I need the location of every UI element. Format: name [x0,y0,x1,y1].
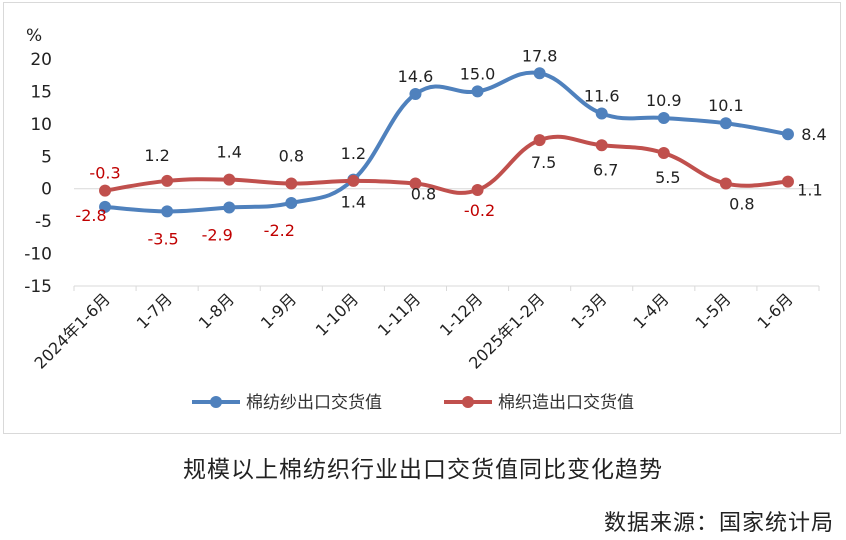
data-point-series-1 [595,107,608,120]
data-label-series-2: 5.5 [655,168,680,187]
data-label-series-2: 0.8 [279,147,304,166]
data-point-series-2 [719,177,732,190]
legend-label-series-2: 棉织造出口交货值 [498,393,634,413]
line-chart: % 20 15 10 5 0 -5 -10 -15 2024年1-6月 1-7月 1-8月 1-9月… [24,26,826,413]
data-point-series-1 [285,196,298,209]
data-label-series-2: 0.8 [411,185,436,204]
y-tick-label: 10 [30,115,52,135]
data-source-note: 数据来源：国家统计局 [603,511,834,536]
data-point-series-1 [719,117,732,130]
x-tick-label: 1-10月 [312,289,362,339]
legend-marker-series-2 [462,396,474,408]
x-tick-label: 1-5月 [691,289,734,332]
y-tick-label: 0 [41,180,52,200]
y-tick-label: -15 [24,277,52,297]
x-tick-label: 1-8月 [195,289,238,332]
data-label-series-1: -3.5 [148,229,179,248]
data-label-series-2: 1.2 [341,144,366,163]
series-layer [99,67,794,218]
y-tick-label: -5 [35,212,52,232]
data-label-series-1: 10.1 [708,96,744,115]
data-label-series-2: 1.2 [144,146,169,165]
data-point-series-2 [285,177,298,190]
data-label-series-1: -2.9 [202,226,233,245]
chart-caption: 规模以上棉纺织行业出口交货值同比变化趋势 [183,457,663,483]
x-tick-label: 1-7月 [133,289,176,332]
data-point-series-2 [223,173,236,186]
data-labels: -2.8 -3.5 -2.9 -2.2 1.4 14.6 15.0 17.8 11.6 10.9 1… [75,46,826,248]
y-tick-label: 20 [30,50,52,70]
y-axis-unit: % [26,26,42,46]
data-point-series-2 [161,174,174,187]
data-point-series-2 [533,134,546,147]
x-tick-label: 1-6月 [754,289,797,332]
legend-marker-series-1 [210,396,222,408]
chart-frame: % 20 15 10 5 0 -5 -10 -15 2024年1-6月 1-7月 1-8月 1-9月… [3,2,841,434]
axes [73,188,820,291]
data-point-series-1 [409,88,422,101]
data-point-series-2 [595,139,608,152]
legend-label-series-1: 棉纺纱出口交货值 [246,393,382,413]
data-label-series-1: 15.0 [460,64,496,83]
data-label-series-2: 1.4 [216,143,241,162]
series-line-2 [103,134,790,195]
y-tick-labels: 20 15 10 5 0 -5 -10 -15 [24,50,52,297]
data-point-series-1 [781,128,794,141]
data-label-series-1: 10.9 [646,91,682,110]
legend: 棉纺纱出口交货值 棉织造出口交货值 [192,393,634,413]
data-point-series-2 [781,175,794,188]
data-label-series-1: -2.2 [264,221,295,240]
data-label-series-2: 7.5 [531,153,556,172]
data-label-series-1: -2.8 [75,206,106,225]
data-label-series-1: 14.6 [398,67,434,86]
data-point-series-2 [99,184,112,197]
data-point-series-2 [657,147,670,160]
x-tick-label: 1-11月 [374,289,424,339]
x-tick-label: 2024年1-6月 [31,289,114,372]
data-label-series-1: 8.4 [801,125,826,144]
data-label-series-1: 1.4 [341,193,366,212]
data-point-series-1 [99,200,112,213]
data-point-series-1 [223,201,236,214]
data-point-series-2 [409,177,422,190]
data-point-series-1 [657,112,670,125]
y-tick-label: -10 [24,245,52,265]
data-point-series-2 [471,184,484,197]
data-label-series-2: 1.1 [797,181,822,200]
x-tick-labels: 2024年1-6月 1-7月 1-8月 1-9月 1-10月 1-11月 1-12月2025… [31,289,797,372]
x-tick-label: 1-4月 [629,289,672,332]
data-label-series-2: 0.8 [729,195,754,214]
data-label-series-1: 11.6 [584,86,620,105]
x-tick-label: 1-12月 [436,289,486,339]
y-tick-label: 15 [30,82,52,102]
data-point-series-1 [471,85,484,98]
data-label-series-2: -0.2 [464,201,495,220]
x-tick-label: 1-3月 [567,289,610,332]
x-tick-label: 1-9月 [257,289,300,332]
data-point-series-1 [161,205,174,218]
data-label-series-2: -0.3 [89,164,120,183]
data-label-series-2: 6.7 [593,160,618,179]
data-point-series-1 [533,67,546,80]
data-point-series-2 [347,174,360,187]
y-tick-label: 5 [41,147,52,167]
data-label-series-1: 17.8 [522,46,558,65]
